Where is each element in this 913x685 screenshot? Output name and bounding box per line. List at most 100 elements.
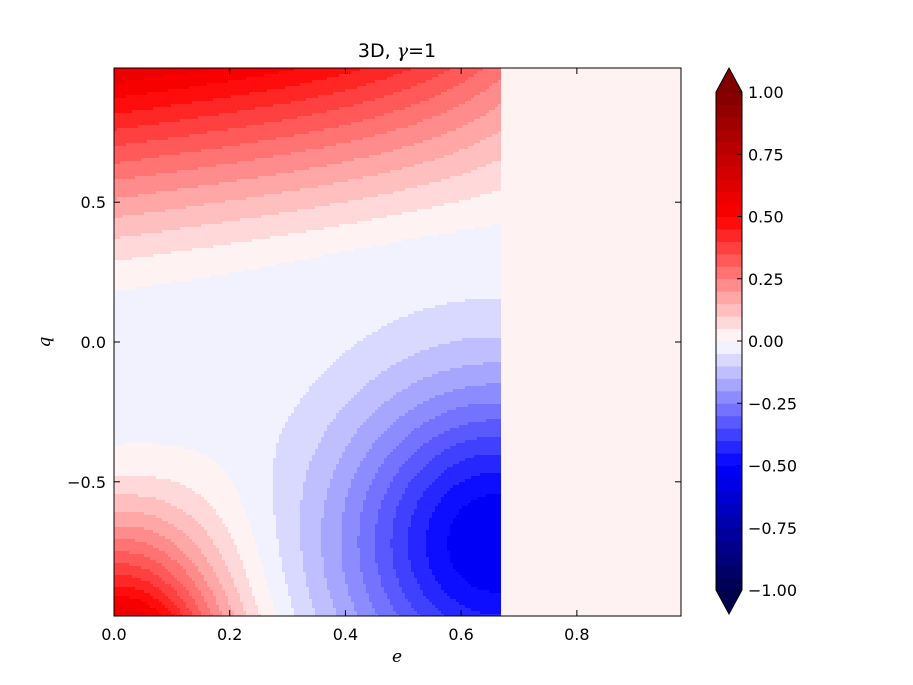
contour-cell <box>339 251 502 255</box>
contour-cell <box>339 461 361 465</box>
contour-cell <box>438 434 502 438</box>
contour-cell <box>321 539 343 543</box>
colorbar-band <box>716 353 742 367</box>
colorbar-ticks: 1.000.750.500.250.00−0.25−0.50−0.75−1.00 <box>737 83 797 600</box>
contour-cell <box>501 257 681 261</box>
contour-cell <box>309 587 328 591</box>
contour-cell <box>501 608 681 612</box>
contour-cell <box>324 227 475 231</box>
contour-cell <box>375 116 433 120</box>
contour-cell <box>153 584 172 588</box>
contour-cell <box>501 422 681 426</box>
contour-cell <box>267 584 289 588</box>
contour-cell <box>414 452 442 456</box>
contour-cell <box>354 395 394 399</box>
contour-cell <box>135 608 157 612</box>
contour-cell <box>114 215 124 219</box>
contour-cell <box>501 455 681 459</box>
contour-cell <box>501 398 681 402</box>
contour-cell <box>324 506 346 510</box>
contour-cell <box>357 470 379 474</box>
contour-cell <box>396 419 430 423</box>
contour-cell <box>372 446 397 450</box>
contour-cell <box>123 215 262 219</box>
contour-cell <box>282 431 325 435</box>
colorbar-band <box>716 303 742 317</box>
contour-cell <box>291 152 382 156</box>
x-axis-ticks: 0.0 0.2 0.4 0.6 0.8 <box>101 68 590 644</box>
contour-cell <box>318 443 349 447</box>
contour-cell <box>465 101 502 105</box>
contour-cell <box>432 512 460 516</box>
contour-cell <box>324 563 343 567</box>
contour-cell <box>114 305 436 309</box>
contour-cell <box>501 464 681 468</box>
contour-cell <box>324 569 343 573</box>
contour-cell <box>501 596 681 600</box>
colorbar-tick-label: −0.75 <box>748 519 797 538</box>
contour-cell <box>423 401 502 405</box>
contour-cell <box>354 158 436 162</box>
contour-cell <box>378 407 415 411</box>
contour-cell <box>123 443 160 447</box>
colorbar-extend-max <box>716 68 742 92</box>
contour-cell <box>312 113 385 117</box>
contour-cell <box>453 107 496 111</box>
contour-cell <box>114 236 121 240</box>
contour-cell <box>393 92 442 96</box>
contour-cell <box>375 524 394 528</box>
contour-cell <box>378 614 400 616</box>
contour-cell <box>501 284 681 288</box>
contour-cell <box>165 209 298 213</box>
contour-cell <box>468 146 502 150</box>
contour-cell <box>114 506 178 510</box>
contour-cell <box>309 467 337 471</box>
contour-cell <box>360 548 376 552</box>
contour-cell <box>243 608 259 612</box>
contour-cell <box>435 605 466 609</box>
contour-cell <box>258 551 280 555</box>
contour-cell <box>174 602 187 606</box>
contour-cell <box>399 584 421 588</box>
contour-cell <box>219 605 232 609</box>
contour-cell <box>114 332 373 336</box>
contour-cell <box>381 503 400 507</box>
contour-cell <box>324 434 355 438</box>
contour-cell <box>399 581 418 585</box>
contour-cell <box>177 593 190 597</box>
contour-cell <box>144 590 163 594</box>
contour-cell <box>462 365 502 369</box>
contour-cell <box>345 572 364 576</box>
contour-cell <box>114 536 166 540</box>
contour-cell <box>345 506 364 510</box>
colorbar-band <box>716 104 742 118</box>
contour-cell <box>441 587 478 591</box>
contour-cell <box>294 608 316 612</box>
contour-cell <box>204 578 220 582</box>
contour-cell <box>114 614 148 616</box>
contour-cell <box>342 539 358 543</box>
contour-cell <box>204 575 217 579</box>
contour-cell <box>342 542 358 546</box>
contour-cell <box>435 416 502 420</box>
contour-cell <box>426 548 448 552</box>
contour-cell <box>456 407 502 411</box>
contour-cell <box>114 434 280 438</box>
contour-cell <box>414 512 433 516</box>
contour-cell <box>285 422 331 426</box>
contour-cell <box>363 101 421 105</box>
contour-cell <box>432 515 457 519</box>
contour-cell <box>114 521 169 525</box>
contour-cell <box>327 164 415 168</box>
contour-cell <box>411 455 436 459</box>
contour-cell <box>357 86 412 90</box>
contour-cell <box>369 416 400 420</box>
contour-cell <box>360 521 379 525</box>
contour-cell <box>153 596 169 600</box>
contour-cell <box>423 140 481 144</box>
contour-cell <box>141 566 166 570</box>
contour-cell <box>171 281 502 285</box>
contour-cell <box>381 578 400 582</box>
contour-cell <box>183 614 193 616</box>
contour-cell <box>327 428 358 432</box>
